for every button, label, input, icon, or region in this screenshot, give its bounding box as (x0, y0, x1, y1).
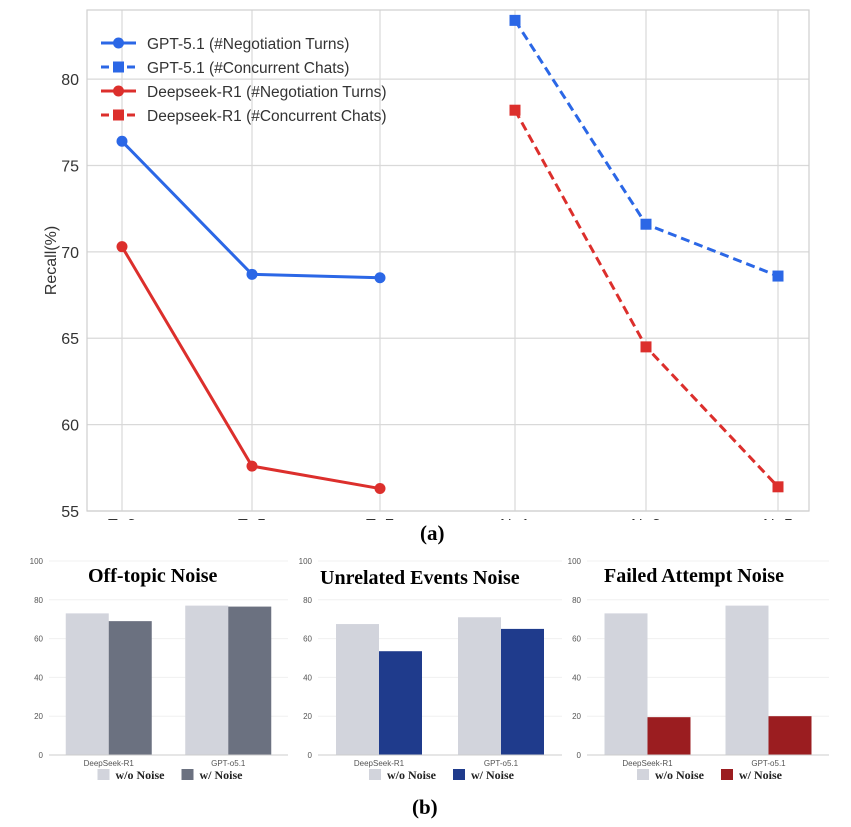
data-point (640, 218, 652, 230)
legend-swatch (97, 769, 110, 780)
y-tick-label: 60 (572, 635, 581, 644)
legend-marker (113, 37, 124, 49)
y-tick-label: 55 (61, 504, 79, 520)
bar (458, 617, 501, 755)
bar (604, 613, 648, 755)
legend-label: GPT-5.1 (#Negotiation Turns) (147, 36, 349, 53)
x-tick-label: N=5 (763, 517, 793, 520)
bar (228, 606, 272, 755)
plot-frame (86, 9, 810, 512)
bar (725, 605, 769, 755)
data-point (640, 341, 652, 353)
y-tick-label: 20 (303, 712, 312, 721)
x-tick-label: N=1 (500, 517, 530, 520)
legend-marker (113, 109, 124, 121)
bar-chart-title-off-topic: Off-topic Noise (88, 565, 218, 587)
y-tick-label: 60 (34, 635, 43, 644)
x-tick-label: DeepSeek-R1 (84, 759, 135, 768)
y-tick-label: 65 (61, 331, 79, 348)
legend-label: w/o Noise (655, 768, 705, 782)
x-tick-label: T=3 (108, 517, 136, 520)
legend-label: Deepseek-R1 (#Negotiation Turns) (147, 84, 387, 101)
panel-label-a: (a) (420, 521, 445, 545)
bar (185, 605, 229, 755)
bar (501, 628, 544, 755)
y-tick-label: 40 (34, 673, 43, 682)
x-tick-label: DeepSeek-R1 (622, 759, 673, 768)
bar (336, 624, 379, 755)
bar-chart-off-topic: 0 20 40 60 80 100 DeepSeek-R1 GPT-o5.1 w/o Noise… (30, 557, 288, 782)
legend-label: w/o Noise (387, 768, 437, 782)
legend-label: w/ Noise (200, 768, 244, 782)
x-tick-label: GPT-o5.1 (211, 759, 246, 768)
panel-label-b: (b) (412, 795, 438, 819)
bar (108, 621, 152, 755)
y-tick-label: 75 (61, 158, 79, 175)
data-point (509, 104, 521, 116)
data-point (772, 481, 784, 493)
y-tick-label: 60 (61, 418, 79, 435)
bar-chart-title-failed-attempt: Failed Attempt Noise (604, 565, 784, 587)
y-tick-label: 100 (30, 557, 44, 566)
bar-chart-title-unrelated-events: Unrelated Events Noise (320, 567, 520, 589)
data-point (772, 270, 784, 282)
bar-chart-unrelated-events: 0 20 40 60 80 100 DeepSeek-R1 GPT-o5.1 w/o Noise… (299, 557, 562, 782)
y-tick-label: 0 (308, 751, 313, 760)
legend-label: Deepseek-R1 (#Concurrent Chats) (147, 108, 387, 125)
y-tick-label: 80 (572, 596, 581, 605)
legend-swatch (453, 769, 465, 780)
legend-label: w/ Noise (739, 768, 783, 782)
legend-marker (113, 85, 124, 97)
y-tick-label: 40 (303, 673, 312, 682)
y-axis-label: Recall(%) (43, 226, 60, 295)
bar (379, 651, 422, 755)
x-tick-label: N=3 (631, 517, 661, 520)
bar (768, 716, 812, 755)
data-point (116, 241, 128, 253)
plot-area (87, 10, 809, 511)
bar (65, 613, 109, 755)
x-tick-label: T=7 (366, 517, 394, 520)
x-tick-label: T=5 (238, 517, 266, 520)
line-chart: 55 60 65 70 75 80 T=3 T=5 T=7 N=1 N=3 N=5 Recall(%) G… (43, 9, 810, 520)
y-tick-label: 20 (34, 712, 43, 721)
bar-chart-failed-attempt: 0 20 40 60 80 100 DeepSeek-R1 GPT-o5.1 w/o Noise… (568, 557, 829, 782)
legend-swatch (181, 769, 194, 780)
x-tick-label: GPT-o5.1 (484, 759, 519, 768)
y-tick-label: 80 (61, 72, 79, 89)
data-point (374, 483, 386, 495)
y-tick-label: 70 (61, 245, 79, 262)
y-tick-label: 0 (577, 751, 582, 760)
bar (647, 717, 691, 755)
y-tick-label: 80 (303, 596, 312, 605)
legend-swatch (721, 769, 733, 780)
legend-marker (113, 61, 124, 73)
data-point (246, 268, 258, 280)
data-point (509, 14, 521, 26)
y-tick-label: 0 (39, 751, 44, 760)
x-tick-label: DeepSeek-R1 (354, 759, 405, 768)
legend-label: w/ Noise (471, 768, 515, 782)
y-tick-label: 80 (34, 596, 43, 605)
data-point (246, 460, 258, 472)
legend-label: GPT-5.1 (#Concurrent Chats) (147, 60, 349, 77)
legend-swatch (637, 769, 649, 780)
y-tick-label: 100 (568, 557, 582, 566)
y-tick-label: 100 (299, 557, 313, 566)
legend-swatch (369, 769, 381, 780)
data-point (374, 272, 386, 284)
data-point (116, 135, 128, 147)
x-tick-label: GPT-o5.1 (751, 759, 786, 768)
y-tick-label: 60 (303, 635, 312, 644)
legend-label: w/o Noise (116, 768, 166, 782)
y-tick-label: 40 (572, 673, 581, 682)
y-tick-label: 20 (572, 712, 581, 721)
